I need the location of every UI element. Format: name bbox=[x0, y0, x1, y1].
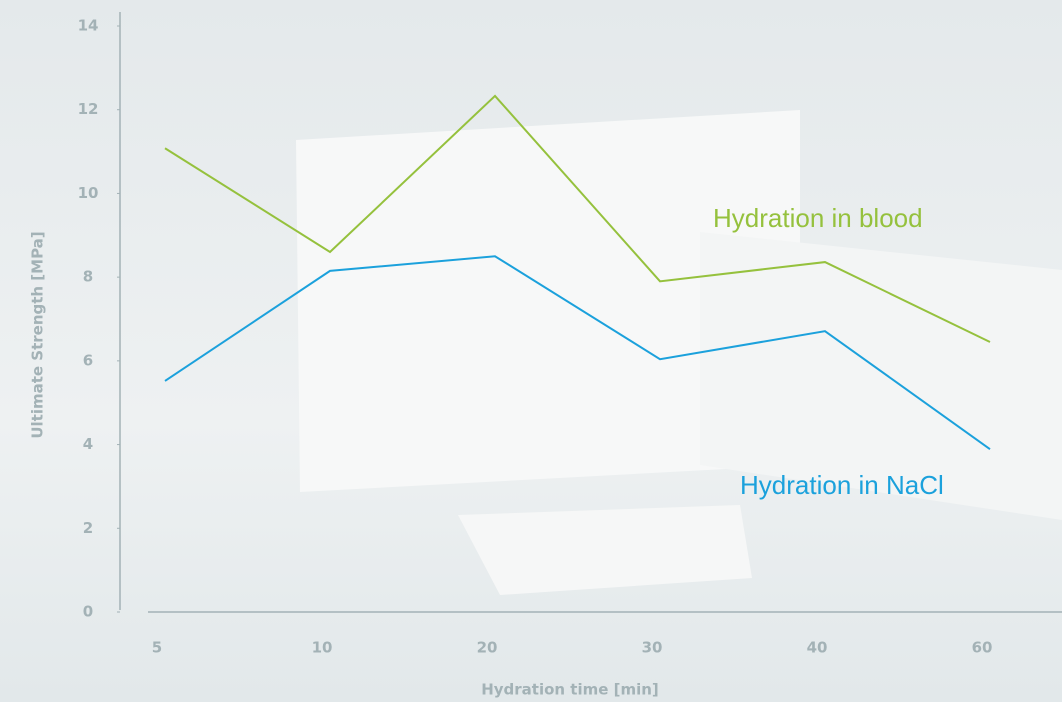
sponge-right bbox=[700, 232, 1062, 520]
y-tick-label: 12 bbox=[78, 100, 99, 118]
x-tick-label: 40 bbox=[807, 639, 828, 657]
x-tick-label: 60 bbox=[972, 639, 993, 657]
x-tick-label: 10 bbox=[312, 639, 333, 657]
y-tick-label: 4 bbox=[83, 435, 93, 453]
x-tick-label: 20 bbox=[477, 639, 498, 657]
series-line bbox=[164, 94, 991, 343]
y-axis-title: Ultimate Strength [MPa] bbox=[29, 231, 47, 438]
x-tick-label: 5 bbox=[152, 639, 162, 657]
x-tick-label: 30 bbox=[642, 639, 663, 657]
y-tick-label: 0 bbox=[83, 603, 93, 621]
y-tick-label: 14 bbox=[78, 17, 99, 35]
series-label: Hydration in blood bbox=[713, 203, 923, 233]
x-axis-title: Hydration time [min] bbox=[481, 681, 659, 699]
y-tick-label: 6 bbox=[83, 351, 93, 369]
y-tick-label: 8 bbox=[83, 268, 93, 286]
series-label: Hydration in NaCl bbox=[740, 470, 944, 500]
y-tick-label: 10 bbox=[78, 184, 99, 202]
series-line bbox=[164, 255, 991, 450]
sponge-large bbox=[296, 110, 800, 492]
y-tick-label: 2 bbox=[83, 519, 93, 537]
sponge-flat bbox=[458, 505, 752, 595]
